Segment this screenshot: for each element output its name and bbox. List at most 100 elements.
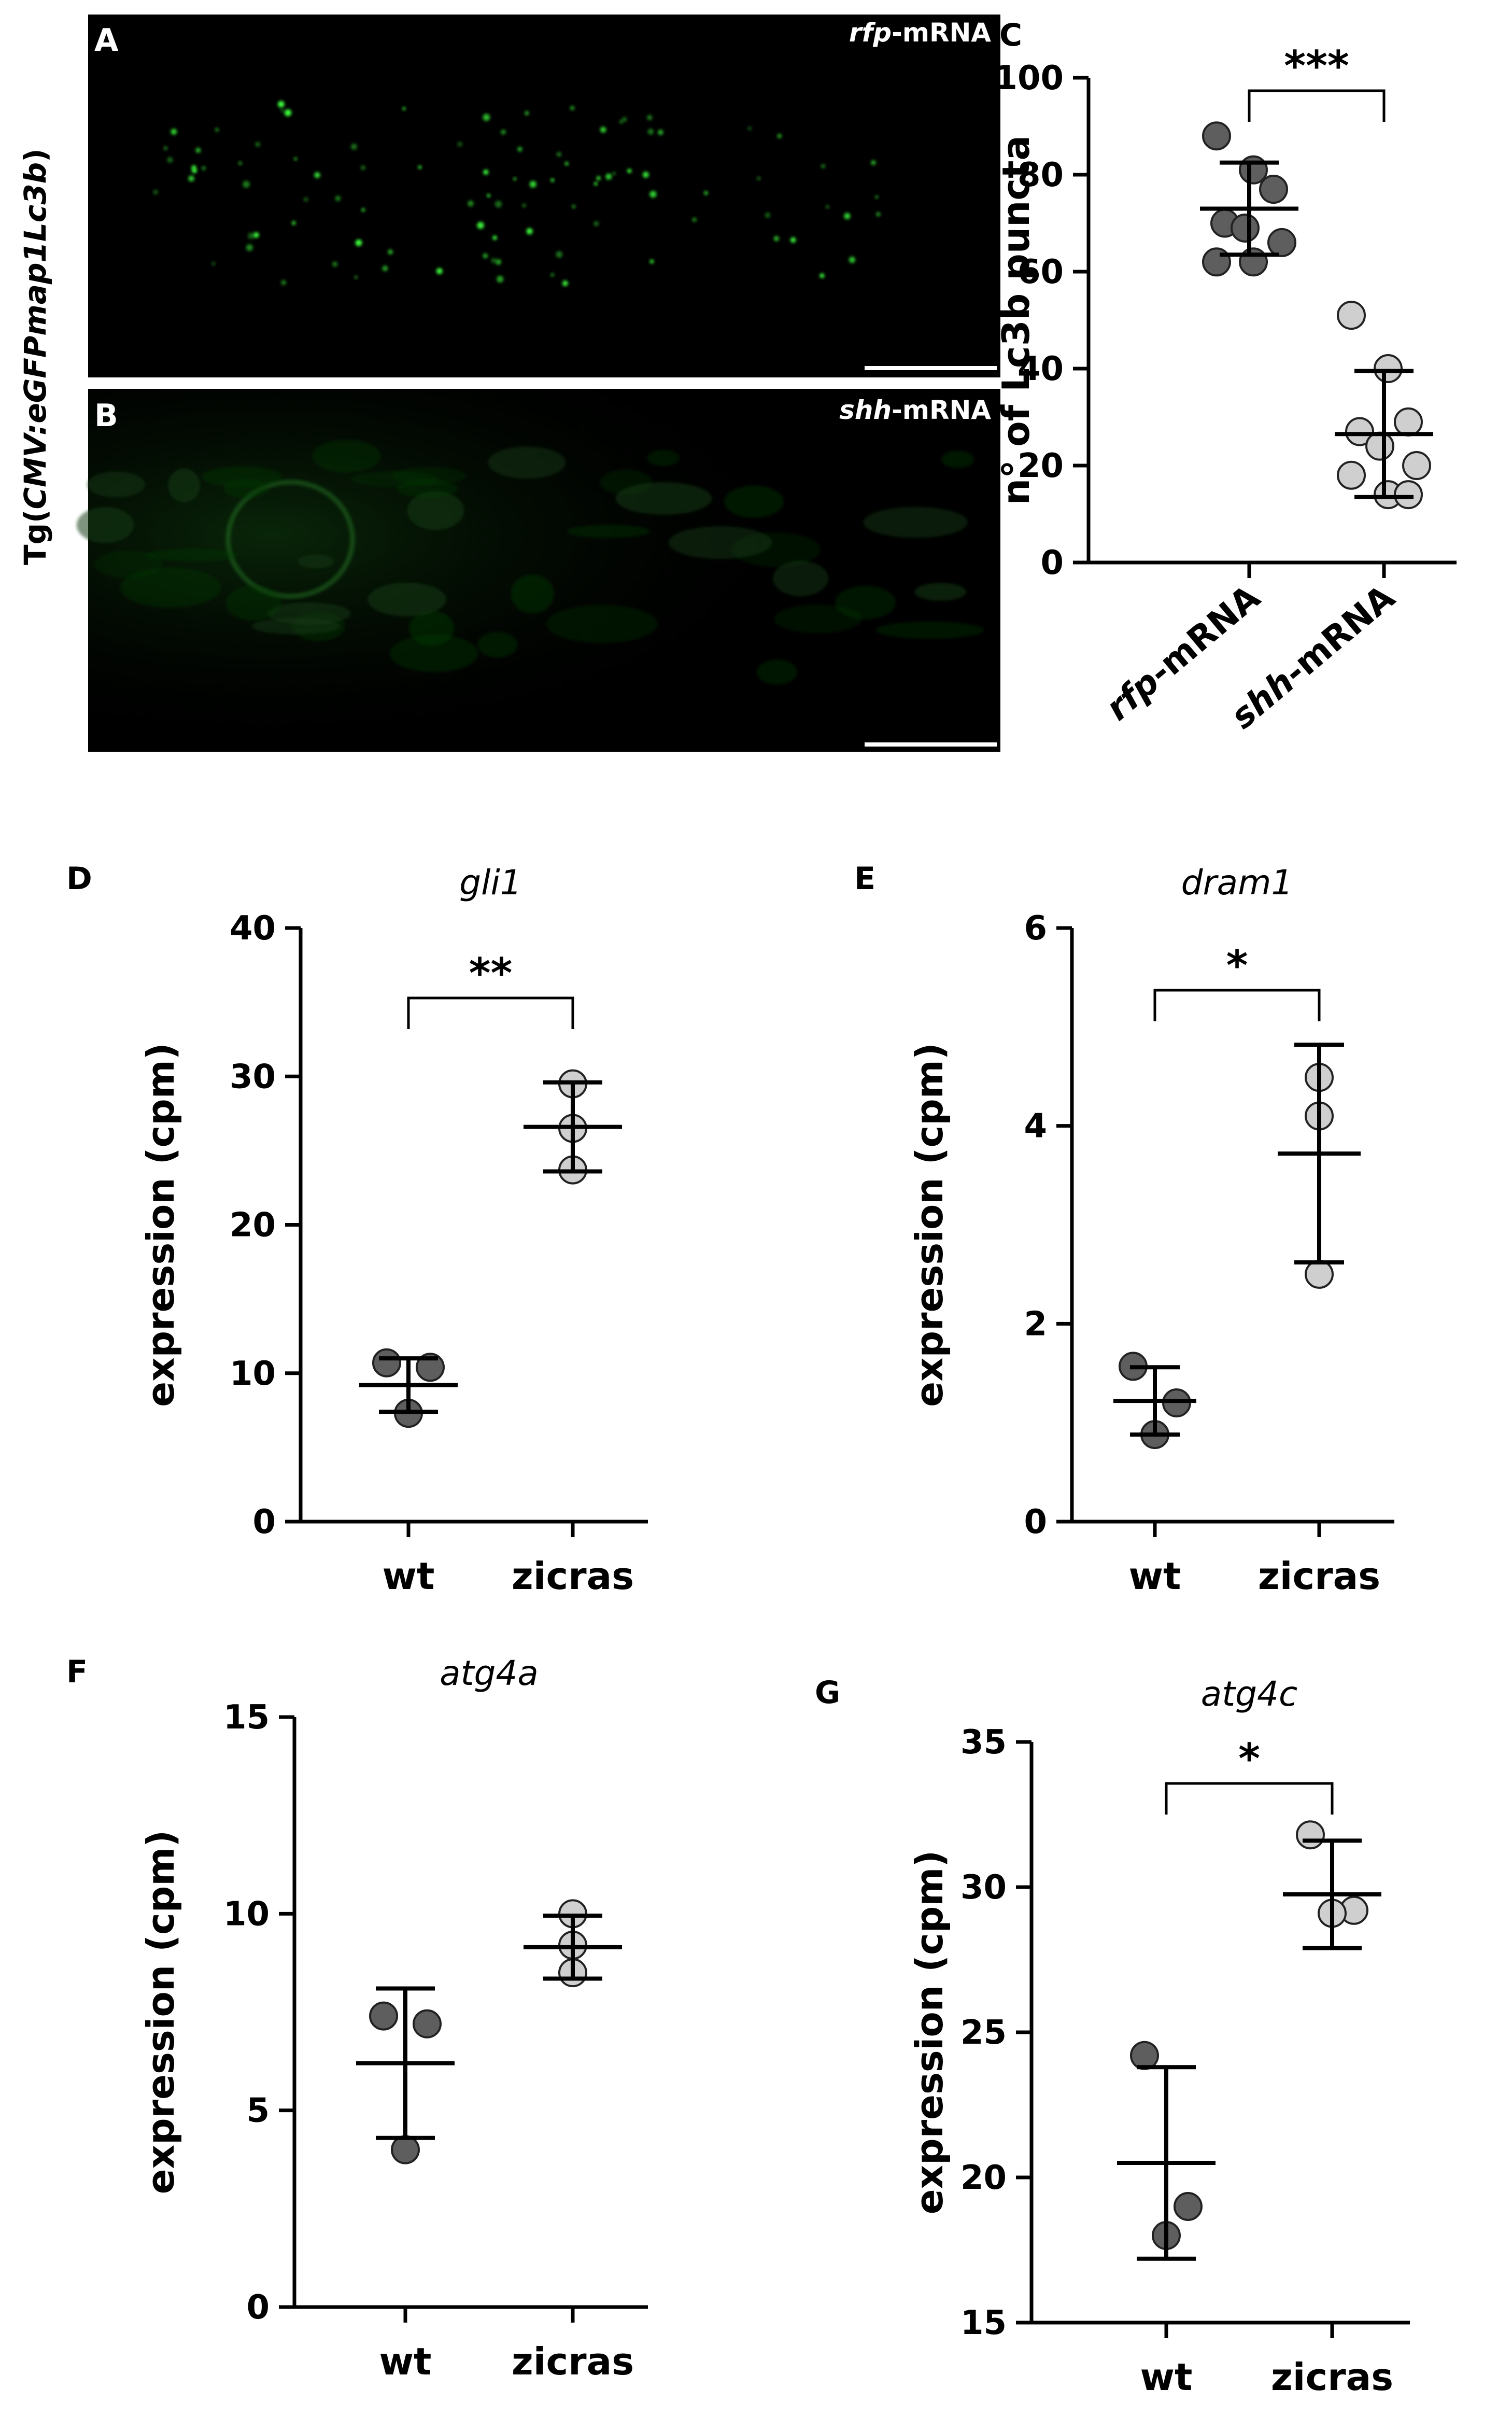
tissue-haze xyxy=(941,451,974,468)
lc3b-punctum xyxy=(819,273,825,278)
y-tick-label: 15 xyxy=(960,2304,1007,2342)
lc3b-punctum xyxy=(572,205,576,208)
side-label: Tg(CMV:eGFPmap1Lc3b) xyxy=(18,148,53,565)
y-tick-label: 0 xyxy=(246,2288,270,2327)
lc3b-punctum xyxy=(332,261,337,267)
lc3b-punctum xyxy=(457,142,462,147)
tissue-haze xyxy=(312,440,381,473)
x-category-label: wt xyxy=(383,1554,435,1598)
lc3b-punctum xyxy=(303,197,308,202)
micrograph-a: A rfp-mRNA xyxy=(88,15,1000,377)
y-tick-label: 5 xyxy=(246,2092,270,2130)
lc3b-punctum xyxy=(871,160,876,165)
y-tick-label: 60 xyxy=(1018,253,1064,291)
data-point xyxy=(1374,354,1403,383)
y-tick-label: 100 xyxy=(994,59,1064,97)
lc3b-punctum xyxy=(388,249,393,255)
x-category-label: zicras xyxy=(1258,1554,1380,1598)
data-point xyxy=(1337,301,1366,330)
micrograph-a-tag: rfp-mRNA xyxy=(849,18,991,48)
lc3b-punctum xyxy=(361,208,365,212)
data-point xyxy=(1174,2192,1203,2221)
micrograph-b: B shh-mRNA xyxy=(76,389,1000,752)
lc3b-punctum xyxy=(335,195,341,201)
y-tick-label: 0 xyxy=(1040,544,1064,582)
micrograph-b-letter: B xyxy=(94,398,118,434)
lc3b-punctum xyxy=(556,251,563,258)
lc3b-punctum xyxy=(280,108,284,113)
tissue-haze xyxy=(390,635,478,672)
data-point xyxy=(1239,247,1268,277)
lc3b-punctum xyxy=(777,134,782,138)
lc3b-punctum xyxy=(468,200,474,207)
panel-letter: E xyxy=(854,861,875,897)
tissue-haze xyxy=(168,468,201,502)
tissue-haze xyxy=(409,611,455,646)
data-point xyxy=(391,2135,420,2164)
lc3b-punctum xyxy=(826,205,829,209)
tissue-haze xyxy=(863,507,968,538)
tissue-haze xyxy=(76,507,134,543)
y-tick-label: 35 xyxy=(960,1723,1007,1762)
lc3b-punctum xyxy=(557,152,561,157)
lc3b-punctum xyxy=(564,162,569,166)
y-tick-label: 0 xyxy=(252,1503,276,1541)
lc3b-punctum xyxy=(246,244,253,251)
data-point xyxy=(1394,407,1423,437)
tissue-haze xyxy=(120,567,221,608)
lc3b-punctum xyxy=(361,165,365,170)
lc3b-punctum xyxy=(596,176,601,180)
lc3b-punctum xyxy=(704,191,708,195)
lc3b-punctum xyxy=(188,175,194,182)
tissue-haze xyxy=(757,659,798,685)
lc3b-punctum xyxy=(492,235,497,240)
lc3b-punctum xyxy=(627,168,632,173)
data-point xyxy=(372,1348,401,1377)
data-point xyxy=(369,2001,398,2031)
micrograph-b-tag: shh-mRNA xyxy=(839,395,991,425)
significance-bracket xyxy=(1153,989,1321,1021)
lc3b-punctum xyxy=(594,221,599,227)
lc3b-punctum xyxy=(658,130,663,135)
tissue-haze xyxy=(297,554,334,569)
lc3b-punctum xyxy=(238,161,242,165)
y-tick-label: 20 xyxy=(1018,447,1064,485)
micrograph-a-letter: A xyxy=(94,22,119,59)
y-axis-label: expression (cpm) xyxy=(908,1850,951,2214)
lc3b-punctum xyxy=(497,275,504,283)
lc3b-punctum xyxy=(525,111,529,116)
micrograph-b-scale-bar xyxy=(865,742,997,747)
lc3b-punctum xyxy=(496,259,501,265)
lc3b-punctum xyxy=(647,129,654,135)
data-point xyxy=(1296,1820,1325,1850)
micrograph-b-texture xyxy=(76,440,984,685)
y-tick-label: 4 xyxy=(1024,1107,1047,1146)
x-category-label: wt xyxy=(379,2340,432,2383)
tissue-haze xyxy=(772,560,829,597)
y-tick-label: 0 xyxy=(1024,1503,1047,1541)
data-point xyxy=(1394,480,1423,510)
significance-bracket xyxy=(407,996,574,1029)
x-category-label: zicras xyxy=(512,2340,634,2383)
lc3b-punctum xyxy=(211,262,216,265)
data-point xyxy=(1202,121,1231,151)
significance-stars: ** xyxy=(469,949,513,997)
lc3b-punctum xyxy=(483,169,489,175)
lc3b-punctum xyxy=(248,232,255,240)
y-tick-label: 30 xyxy=(960,1868,1007,1907)
tissue-haze xyxy=(546,605,658,643)
x-category-label: wt xyxy=(1140,2355,1193,2399)
lc3b-punctum xyxy=(278,101,285,108)
lc3b-punctum xyxy=(849,257,855,263)
lc3b-punctum xyxy=(562,280,568,287)
tissue-haze xyxy=(225,585,282,621)
lc3b-punctum xyxy=(243,180,250,188)
data-point xyxy=(1239,155,1268,185)
lc3b-punctum xyxy=(550,273,555,277)
tissue-haze xyxy=(647,449,680,466)
significance-bracket xyxy=(1165,1782,1334,1815)
